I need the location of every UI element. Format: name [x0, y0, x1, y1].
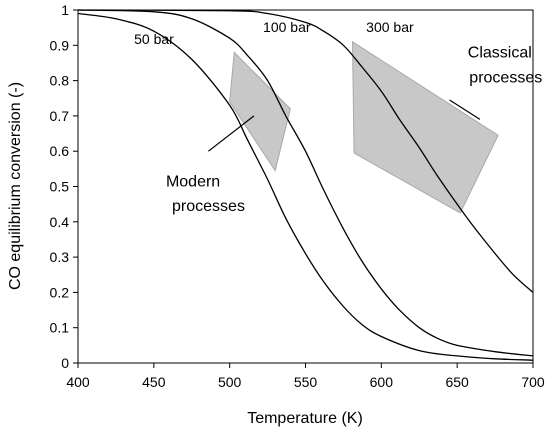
leader-line-0 — [208, 115, 255, 152]
y-tick-label: 1 — [61, 2, 69, 18]
y-axis-ticks: 0 0.1 0.2 0.3 0.4 0.5 0.6 0.7 0.8 0.9 1 — [50, 2, 78, 371]
classical-processes-region — [352, 40, 499, 214]
x-tick-label: 400 — [66, 374, 90, 390]
series-line-100-bar — [77, 9, 534, 357]
series-line-300-bar — [77, 9, 534, 293]
x-tick-label: 450 — [142, 374, 166, 390]
y-tick-label: 0.5 — [50, 179, 70, 195]
x-tick-label: 600 — [370, 374, 394, 390]
process-regions — [229, 40, 499, 214]
y-axis-label: CO equilibrium conversion (-) — [7, 82, 24, 290]
y-tick-label: 0 — [61, 355, 69, 371]
annotation-label: 50 bar — [134, 31, 174, 47]
y-tick-label: 0.8 — [50, 73, 70, 89]
x-tick-label: 700 — [521, 374, 545, 390]
annotation-label: Modern — [166, 174, 220, 191]
annotation-label: 100 bar — [263, 19, 311, 35]
y-tick-label: 0.7 — [50, 108, 70, 124]
annotation-label: 300 bar — [366, 19, 414, 35]
y-tick-label: 0.3 — [50, 249, 70, 265]
x-axis-label: Temperature (K) — [247, 410, 363, 427]
y-tick-label: 0.1 — [50, 320, 70, 336]
y-tick-label: 0.4 — [50, 214, 70, 230]
annotation-label: Classical — [468, 45, 532, 62]
series-line-50-bar — [77, 12, 534, 361]
x-tick-label: 550 — [294, 374, 318, 390]
y-tick-label: 0.6 — [50, 143, 70, 159]
annotation-label: processes — [172, 198, 245, 215]
x-tick-label: 650 — [445, 374, 469, 390]
leader-line-1 — [449, 99, 481, 120]
annotations: 50 bar 100 bar 300 bar Modern processes Class… — [134, 19, 542, 215]
annotation-leaders — [208, 99, 481, 152]
annotation-label: processes — [469, 69, 542, 86]
series-lines — [77, 9, 534, 361]
y-tick-label: 0.2 — [50, 284, 70, 300]
x-tick-label: 500 — [218, 374, 242, 390]
y-tick-label: 0.9 — [50, 37, 70, 53]
x-axis-ticks: 400 450 500 550 600 650 700 — [66, 363, 545, 390]
modern-processes-region — [229, 51, 291, 172]
